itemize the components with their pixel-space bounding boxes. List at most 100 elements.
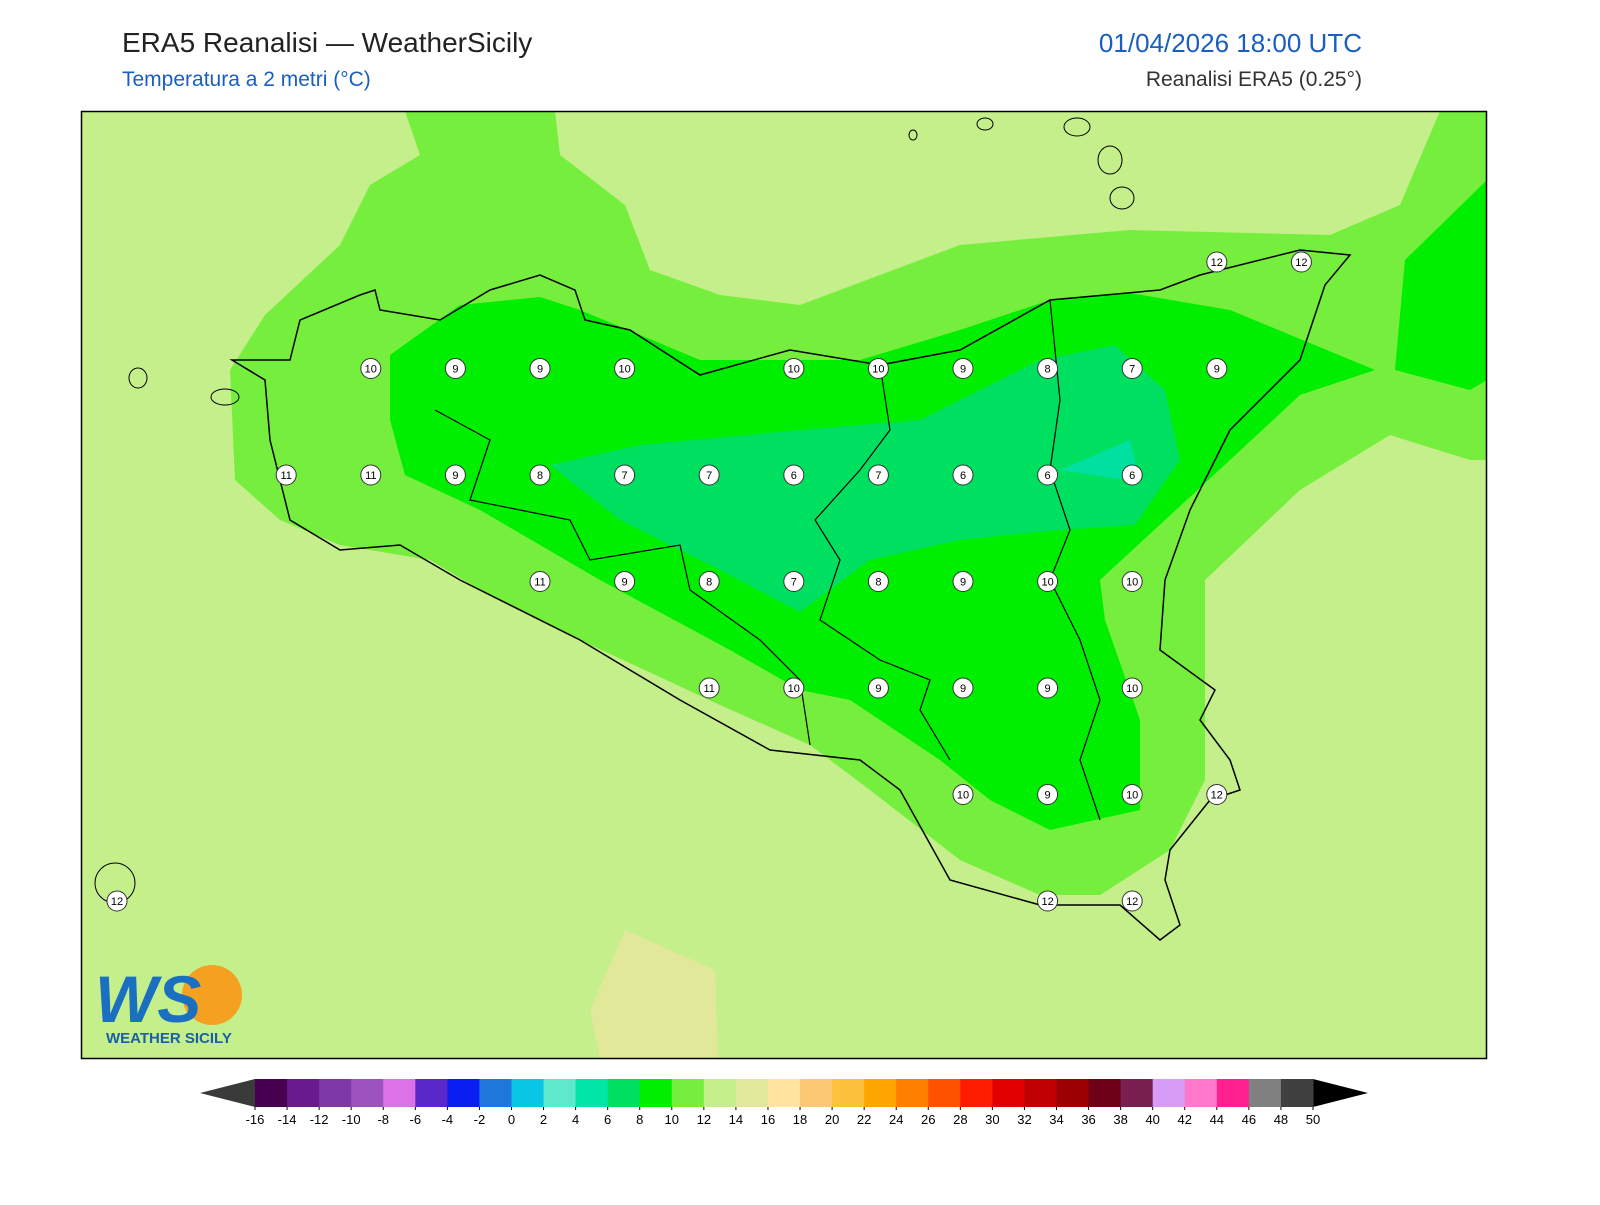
station: 6 <box>1037 464 1059 486</box>
colorbar-label: 50 <box>1306 1112 1320 1127</box>
station-value: 12 <box>1041 896 1053 908</box>
colorbar-segment <box>1152 1079 1186 1107</box>
colorbar-label: -12 <box>310 1112 329 1127</box>
colorbar-label: 4 <box>572 1112 579 1127</box>
station-marker <box>698 571 720 592</box>
station-marker <box>783 677 805 699</box>
station: 10 <box>783 358 805 379</box>
colorbar-label: 12 <box>697 1112 711 1127</box>
colorbar-label: 40 <box>1145 1112 1159 1127</box>
colorbar-segment <box>832 1079 865 1107</box>
logo: WS WEATHER SICILY <box>95 962 242 1047</box>
colorbar-under <box>200 1079 255 1107</box>
station-value: 10 <box>618 364 630 376</box>
logo-mark: WS <box>95 962 201 1036</box>
map: 12 12 10 9 9 10 10 10 9 8 7 9 11 11 9 8 7 7 6 7 6 6 6 11 9 8 7 8 9 10… <box>80 110 1488 1060</box>
station-value: 10 <box>1041 577 1053 589</box>
station-value: 8 <box>706 577 712 589</box>
station-marker <box>1037 890 1059 912</box>
station-value: 12 <box>1295 257 1307 269</box>
island <box>1097 145 1123 175</box>
island <box>1063 117 1091 137</box>
station-marker <box>867 464 889 486</box>
date: 01/04/2026 18:00 UTC <box>1099 28 1362 58</box>
station-value: 11 <box>703 683 714 695</box>
station-marker <box>1121 890 1143 912</box>
station-value: 9 <box>622 577 628 589</box>
station-value: 6 <box>960 470 966 482</box>
station-value: 9 <box>1214 364 1220 376</box>
station-marker <box>614 571 636 592</box>
station-value: 10 <box>1126 683 1138 695</box>
logo-sun <box>182 965 242 1025</box>
station: 10 <box>1037 571 1059 592</box>
station-value: 10 <box>1126 790 1138 802</box>
station: 10 <box>867 358 889 379</box>
station-value: 7 <box>1129 364 1135 376</box>
colorbar-label: 34 <box>1049 1112 1063 1127</box>
station-marker <box>106 890 128 912</box>
island <box>908 129 918 141</box>
colorbar-label: 0 <box>508 1112 515 1127</box>
station-marker <box>1037 677 1059 699</box>
colorbar-segment <box>800 1079 833 1107</box>
island <box>210 388 240 406</box>
station-marker <box>1206 251 1228 273</box>
station-marker <box>698 464 720 486</box>
station-marker <box>1121 358 1143 379</box>
station-value: 9 <box>1045 683 1051 695</box>
station-value: 7 <box>791 577 797 589</box>
colorbar-segment <box>928 1079 961 1107</box>
station-value: 9 <box>960 577 966 589</box>
station-value: 9 <box>960 364 966 376</box>
colorbar-segment <box>543 1079 577 1107</box>
colorbar-segment <box>1216 1079 1250 1107</box>
station-marker <box>783 464 805 486</box>
station: 9 <box>952 358 974 379</box>
station: 10 <box>952 784 974 805</box>
station-marker <box>1037 571 1059 592</box>
island <box>128 367 148 389</box>
station-marker <box>1206 784 1228 805</box>
stations: 12 12 10 9 9 10 10 10 9 8 7 9 11 11 9 8 7 7 6 7 6 6 6 11 9 8 7 8 9 10… <box>106 251 1312 912</box>
station-marker <box>952 571 974 592</box>
station-marker <box>360 358 382 379</box>
station: 9 <box>1037 784 1059 805</box>
colorbar-label: 2 <box>540 1112 547 1127</box>
station-marker <box>444 464 466 486</box>
station: 11 <box>275 464 297 486</box>
station: 11 <box>360 464 382 486</box>
colorbar-label: 10 <box>665 1112 679 1127</box>
station: 10 <box>783 677 805 699</box>
station-value: 7 <box>622 470 628 482</box>
colorbar-label: 22 <box>857 1112 871 1127</box>
colorbar-label: 6 <box>604 1112 611 1127</box>
subtitle: Temperatura a 2 metri (°C) <box>122 68 371 91</box>
colorbar-segment <box>287 1079 320 1107</box>
station-value: 8 <box>537 470 543 482</box>
colorbar-label: 28 <box>953 1112 967 1127</box>
station-marker <box>614 464 636 486</box>
colorbar-segment <box>1248 1079 1282 1107</box>
island <box>1109 186 1135 210</box>
field-6-8 <box>550 345 1180 612</box>
station: 9 <box>952 571 974 592</box>
station-value: 12 <box>1211 257 1223 269</box>
station: 7 <box>867 464 889 486</box>
station-value: 12 <box>111 896 123 908</box>
station: 12 <box>1037 890 1059 912</box>
colorbar-segment <box>383 1079 416 1107</box>
colorbar-segment <box>1024 1079 1058 1107</box>
colorbar-segment <box>864 1079 897 1107</box>
colorbar-label: 20 <box>825 1112 839 1127</box>
colorbar-label: 42 <box>1178 1112 1192 1127</box>
station-marker <box>952 677 974 699</box>
station: 12 <box>1206 784 1228 805</box>
colorbar-label: -14 <box>278 1112 297 1127</box>
colorbar-label: 44 <box>1210 1112 1224 1127</box>
colorbar-label: 18 <box>793 1112 807 1127</box>
station-value: 10 <box>788 364 800 376</box>
station-value: 7 <box>875 470 881 482</box>
colorbar-segment <box>1088 1079 1122 1107</box>
colorbar-segment <box>511 1079 545 1107</box>
